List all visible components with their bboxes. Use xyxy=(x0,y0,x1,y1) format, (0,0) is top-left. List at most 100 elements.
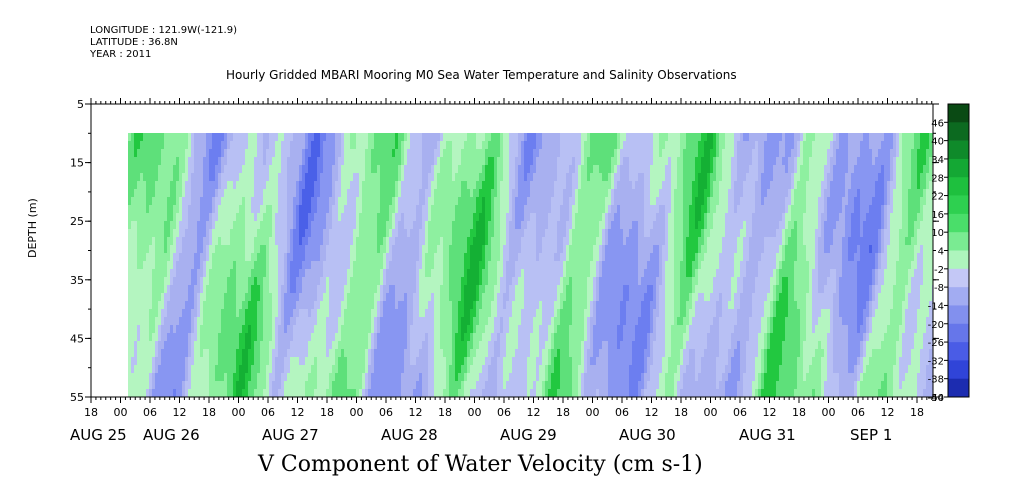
heatmap-cell xyxy=(509,197,513,206)
heatmap-cell xyxy=(236,365,240,374)
heatmap-cell xyxy=(473,381,477,390)
heatmap-cell xyxy=(449,349,453,358)
heatmap-cell xyxy=(542,381,546,390)
heatmap-cell xyxy=(311,389,315,397)
heatmap-cell xyxy=(233,269,237,278)
heatmap-cell xyxy=(302,357,306,366)
heatmap-cell xyxy=(254,389,258,397)
heatmap-cell xyxy=(506,301,510,310)
heatmap-cell xyxy=(140,221,144,230)
heatmap-cell xyxy=(428,237,432,246)
heatmap-cell xyxy=(167,229,171,238)
heatmap-cell xyxy=(185,141,189,150)
heatmap-cell xyxy=(449,181,453,190)
heatmap-cell xyxy=(287,213,291,222)
heatmap-cell xyxy=(278,149,282,158)
heatmap-cell xyxy=(566,293,570,302)
heatmap-cell xyxy=(149,293,153,302)
heatmap-cell xyxy=(425,261,429,270)
heatmap-cell xyxy=(539,277,543,286)
heatmap-cell xyxy=(314,341,318,350)
heatmap-cell xyxy=(161,285,165,294)
heatmap-cell xyxy=(407,197,411,206)
heatmap-cell xyxy=(230,229,234,238)
heatmap-cell xyxy=(449,293,453,302)
heatmap-cell xyxy=(416,165,420,174)
heatmap-cell xyxy=(137,197,141,206)
heatmap-cell xyxy=(440,237,444,246)
heatmap-cell xyxy=(245,221,249,230)
heatmap-cell xyxy=(206,325,210,334)
heatmap-cell xyxy=(260,357,264,366)
heatmap-cell xyxy=(203,277,207,286)
heatmap-cell xyxy=(440,341,444,350)
heatmap-cell xyxy=(527,253,531,262)
heatmap-cell xyxy=(404,293,408,302)
heatmap-cell xyxy=(185,261,189,270)
heatmap-cell xyxy=(293,293,297,302)
heatmap-cell xyxy=(551,349,555,358)
heatmap-cell xyxy=(560,389,564,397)
heatmap-cell xyxy=(464,149,468,158)
heatmap-cell xyxy=(500,261,504,270)
heatmap-cell xyxy=(329,309,333,318)
heatmap-cell xyxy=(233,277,237,286)
heatmap-cell xyxy=(170,333,174,342)
heatmap-cell xyxy=(254,181,258,190)
heatmap-cell xyxy=(131,189,135,198)
heatmap-cell xyxy=(149,277,153,286)
heatmap-cell xyxy=(419,149,423,158)
heatmap-cell xyxy=(242,333,246,342)
heatmap-cell xyxy=(311,165,315,174)
heatmap-cell xyxy=(284,237,288,246)
heatmap-cell xyxy=(179,277,183,286)
heatmap-cell xyxy=(203,357,207,366)
heatmap-cell xyxy=(206,229,210,238)
heatmap-cell xyxy=(494,269,498,278)
heatmap-cell xyxy=(572,277,576,286)
heatmap-cell xyxy=(179,237,183,246)
heatmap-cell xyxy=(353,261,357,270)
heatmap-cell xyxy=(554,237,558,246)
heatmap-cell xyxy=(344,189,348,198)
heatmap-cell xyxy=(494,381,498,390)
heatmap-cell xyxy=(389,221,393,230)
heatmap-cell xyxy=(515,269,519,278)
heatmap-cell xyxy=(545,341,549,350)
heatmap-cell xyxy=(383,181,387,190)
heatmap-cell xyxy=(353,173,357,182)
heatmap-cell xyxy=(164,181,168,190)
heatmap-cell xyxy=(320,165,324,174)
heatmap-cell xyxy=(437,157,441,166)
heatmap-cell xyxy=(383,389,387,397)
heatmap-cell xyxy=(479,381,483,390)
heatmap-cell xyxy=(293,373,297,382)
heatmap-cell xyxy=(284,141,288,150)
heatmap-cell xyxy=(314,149,318,158)
heatmap-cell xyxy=(182,149,186,158)
heatmap-cell xyxy=(542,269,546,278)
heatmap-cell xyxy=(161,149,165,158)
heatmap-cell xyxy=(353,309,357,318)
heatmap-cell xyxy=(185,365,189,374)
heatmap-cell xyxy=(239,341,243,350)
heatmap-cell xyxy=(257,309,261,318)
heatmap-cell xyxy=(212,285,216,294)
heatmap-cell xyxy=(278,197,282,206)
heatmap-cell xyxy=(332,173,336,182)
heatmap-cell xyxy=(566,149,570,158)
heatmap-cell xyxy=(437,301,441,310)
heatmap-cell xyxy=(431,261,435,270)
heatmap-cell xyxy=(188,373,192,382)
heatmap-cell xyxy=(455,317,459,326)
heatmap-cell xyxy=(260,213,264,222)
heatmap-cell xyxy=(251,285,255,294)
heatmap-cell xyxy=(230,333,234,342)
heatmap-cell xyxy=(305,149,309,158)
heatmap-cell xyxy=(230,181,234,190)
heatmap-cell xyxy=(224,333,228,342)
heatmap-cell xyxy=(473,237,477,246)
heatmap-cell xyxy=(350,229,354,238)
heatmap-cell xyxy=(467,341,471,350)
heatmap-cell xyxy=(293,237,297,246)
